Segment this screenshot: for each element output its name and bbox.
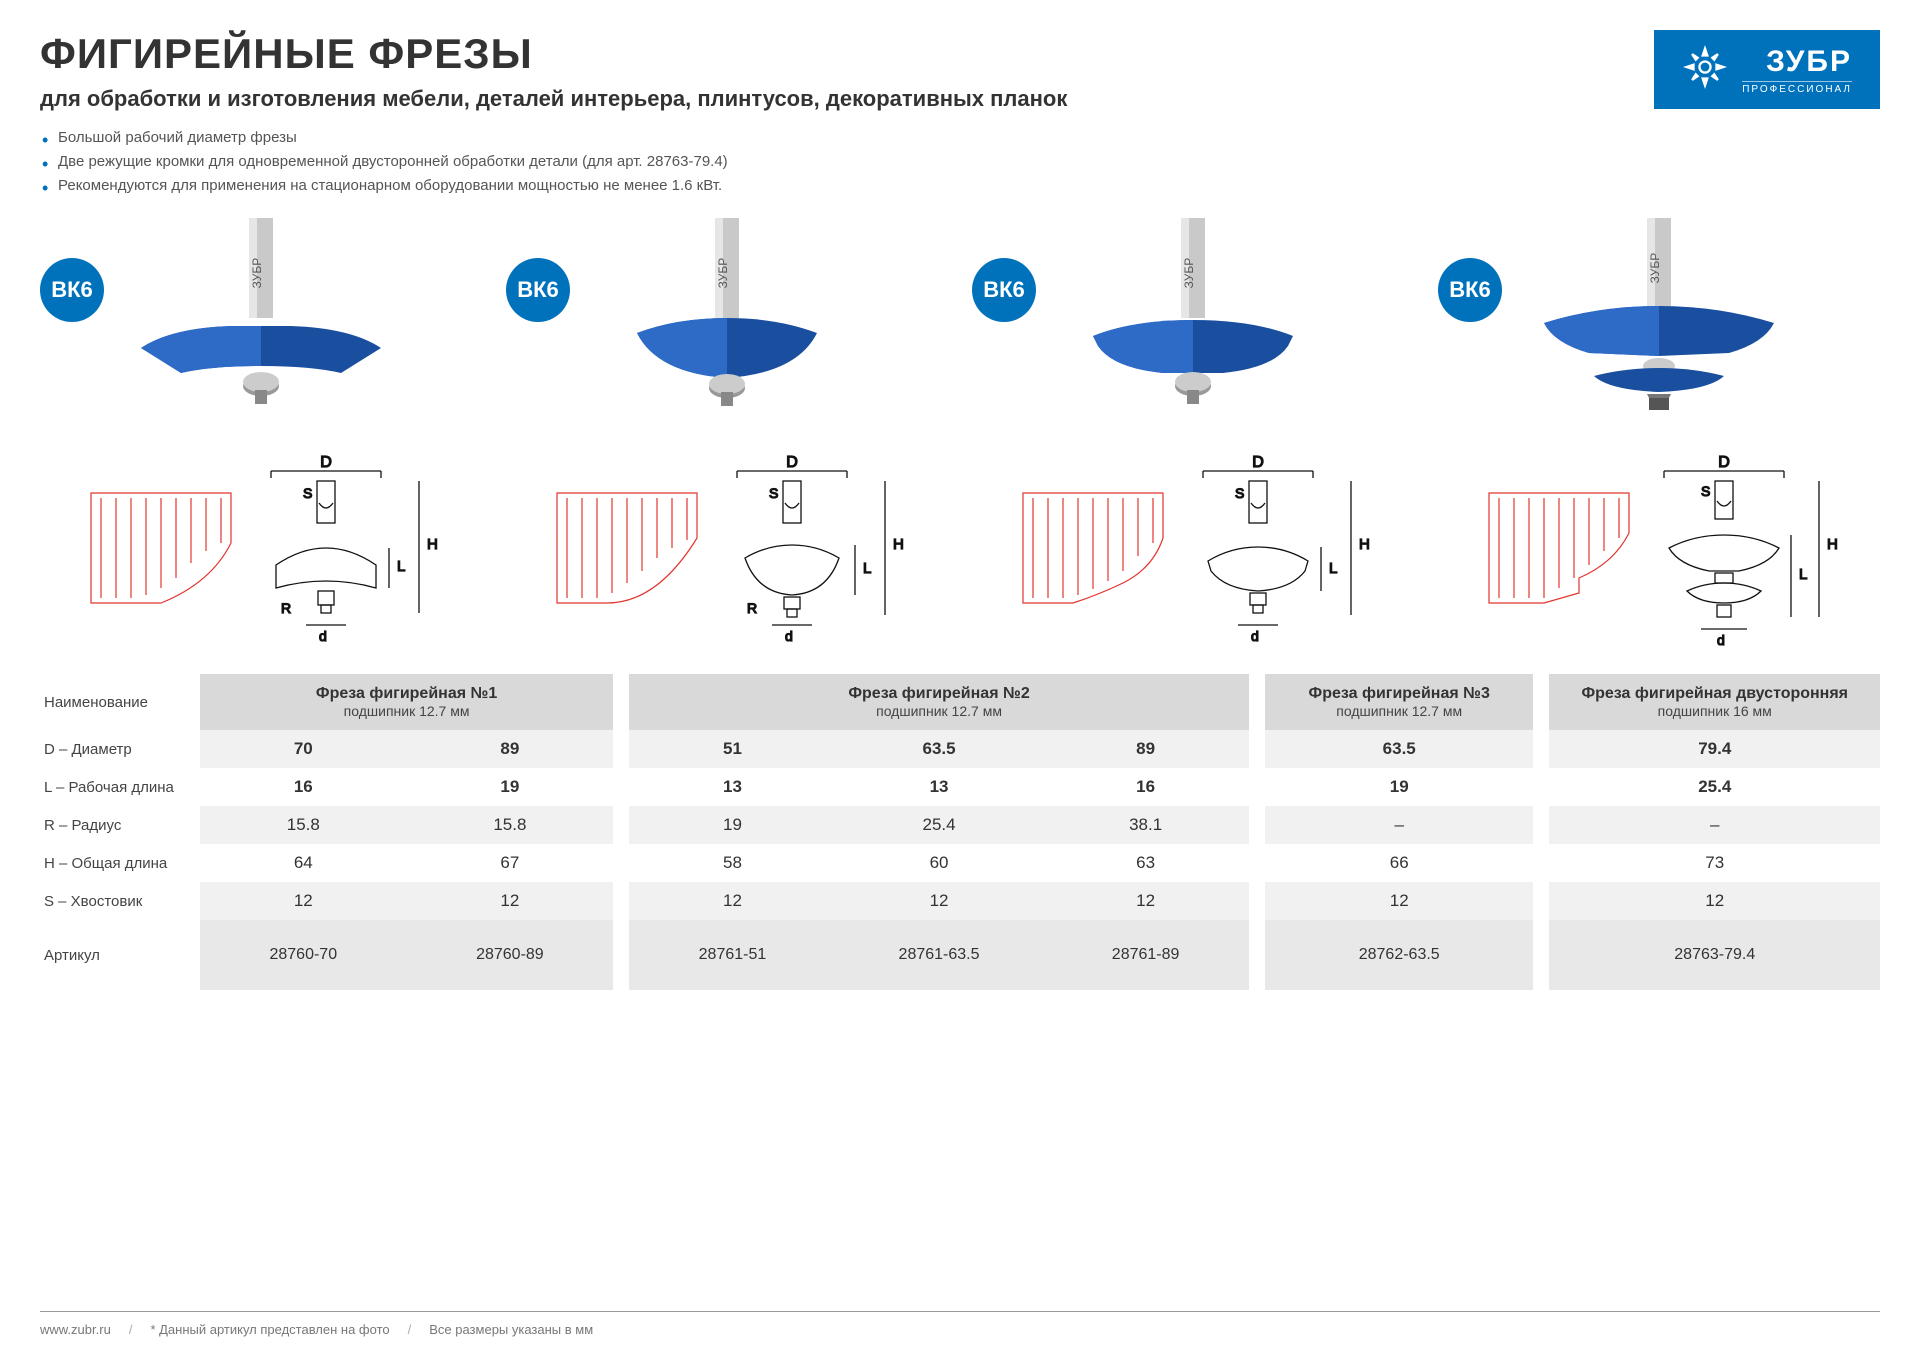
- logo-icon: [1682, 44, 1728, 95]
- label-name: Наименование: [40, 674, 200, 730]
- product-1: ВК6 ЗУБР: [40, 218, 482, 658]
- svg-text:R: R: [281, 600, 291, 616]
- spec-row-labels: Наименование D – Диаметр L – Рабочая дли…: [40, 674, 200, 990]
- svg-text:d: d: [319, 628, 327, 644]
- label-height: H – Общая длина: [40, 844, 200, 882]
- svg-text:S: S: [769, 485, 778, 501]
- separator: /: [129, 1322, 133, 1337]
- svg-text:D: D: [1252, 454, 1264, 471]
- svg-text:S: S: [303, 485, 312, 501]
- footer-note: * Данный артикул представлен на фото: [150, 1322, 389, 1337]
- spec-group-3: Фреза фигирейная №3 подшипник 12.7 мм 63…: [1265, 674, 1534, 990]
- group-title: Фреза фигирейная №1 подшипник 12.7 мм: [200, 674, 613, 730]
- product-3: ВК6 ЗУБР: [972, 218, 1414, 658]
- label-article: Артикул: [40, 920, 200, 990]
- router-bit-illustration: ЗУБР: [1438, 218, 1880, 438]
- svg-text:H: H: [1827, 536, 1838, 553]
- header-left: ФИГИРЕЙНЫЕ ФРЕЗЫ для обработки и изготов…: [40, 30, 1654, 198]
- svg-text:d: d: [1717, 632, 1725, 648]
- svg-text:H: H: [427, 536, 438, 553]
- dimension-diagram: D S L H R d: [40, 448, 482, 658]
- dimension-diagram: D S L H R d: [506, 448, 948, 658]
- svg-text:L: L: [397, 558, 405, 575]
- page-subtitle: для обработки и изготовления мебели, дет…: [40, 86, 1654, 112]
- footer-site: www.zubr.ru: [40, 1322, 111, 1337]
- feature-item: Большой рабочий диаметр фрезы: [58, 126, 1654, 150]
- svg-text:H: H: [893, 536, 904, 553]
- feature-item: Рекомендуются для применения на стациона…: [58, 174, 1654, 198]
- spec-group-1: Фреза фигирейная №1 подшипник 12.7 мм 70…: [200, 674, 613, 990]
- material-badge: ВК6: [1438, 258, 1502, 322]
- group-title: Фреза фигирейная двусторонняя подшипник …: [1549, 674, 1880, 730]
- feature-item: Две режущие кромки для одновременной дву…: [58, 150, 1654, 174]
- feature-list: Большой рабочий диаметр фрезы Две режущи…: [40, 126, 1654, 198]
- router-bit-illustration: ЗУБР: [506, 218, 948, 438]
- brand-logo: ЗУБР ПРОФЕССИОНАЛ: [1654, 30, 1880, 109]
- svg-text:ЗУБР: ЗУБР: [1182, 258, 1196, 289]
- footer-note: Все размеры указаны в мм: [429, 1322, 593, 1337]
- separator: /: [408, 1322, 412, 1337]
- svg-text:D: D: [786, 454, 798, 471]
- label-radius: R – Радиус: [40, 806, 200, 844]
- logo-sub: ПРОФЕССИОНАЛ: [1742, 81, 1852, 95]
- svg-text:L: L: [1329, 560, 1337, 577]
- svg-text:H: H: [1359, 536, 1370, 553]
- logo-text: ЗУБР ПРОФЕССИОНАЛ: [1742, 45, 1852, 95]
- svg-text:S: S: [1701, 483, 1710, 499]
- svg-text:ЗУБР: ЗУБР: [250, 258, 264, 289]
- dimension-diagram: D S L H d: [1438, 448, 1880, 658]
- spec-columns: Фреза фигирейная №1 подшипник 12.7 мм 70…: [200, 674, 1880, 990]
- product-4: ВК6 ЗУБР: [1438, 218, 1880, 658]
- dimension-diagram: D S L H d: [972, 448, 1414, 658]
- header: ФИГИРЕЙНЫЕ ФРЕЗЫ для обработки и изготов…: [40, 30, 1880, 198]
- router-bit-illustration: ЗУБР: [972, 218, 1414, 438]
- svg-text:d: d: [1251, 628, 1259, 644]
- svg-text:S: S: [1235, 485, 1244, 501]
- material-badge: ВК6: [972, 258, 1036, 322]
- material-badge: ВК6: [40, 258, 104, 322]
- spec-table: Наименование D – Диаметр L – Рабочая дли…: [40, 674, 1880, 990]
- spec-group-2: Фреза фигирейная №2 подшипник 12.7 мм 51…: [629, 674, 1249, 990]
- material-badge: ВК6: [506, 258, 570, 322]
- svg-text:L: L: [1799, 566, 1807, 583]
- svg-text:D: D: [1718, 454, 1730, 471]
- svg-text:R: R: [747, 600, 757, 616]
- svg-text:d: d: [785, 628, 793, 644]
- page-title: ФИГИРЕЙНЫЕ ФРЕЗЫ: [40, 30, 1654, 78]
- product-2: ВК6 ЗУБР: [506, 218, 948, 658]
- router-bit-illustration: ЗУБР: [40, 218, 482, 438]
- label-length: L – Рабочая длина: [40, 768, 200, 806]
- label-shank: S – Хвостовик: [40, 882, 200, 920]
- svg-text:ЗУБР: ЗУБР: [716, 258, 730, 289]
- logo-name: ЗУБР: [1742, 45, 1852, 79]
- svg-text:D: D: [320, 454, 332, 471]
- group-title: Фреза фигирейная №2 подшипник 12.7 мм: [629, 674, 1249, 730]
- svg-text:L: L: [863, 560, 871, 577]
- page-footer: www.zubr.ru / * Данный артикул представл…: [40, 1311, 1880, 1337]
- svg-text:ЗУБР: ЗУБР: [1648, 253, 1662, 284]
- product-row: ВК6 ЗУБР: [40, 218, 1880, 658]
- group-title: Фреза фигирейная №3 подшипник 12.7 мм: [1265, 674, 1534, 730]
- spec-group-4: Фреза фигирейная двусторонняя подшипник …: [1549, 674, 1880, 990]
- label-diameter: D – Диаметр: [40, 730, 200, 768]
